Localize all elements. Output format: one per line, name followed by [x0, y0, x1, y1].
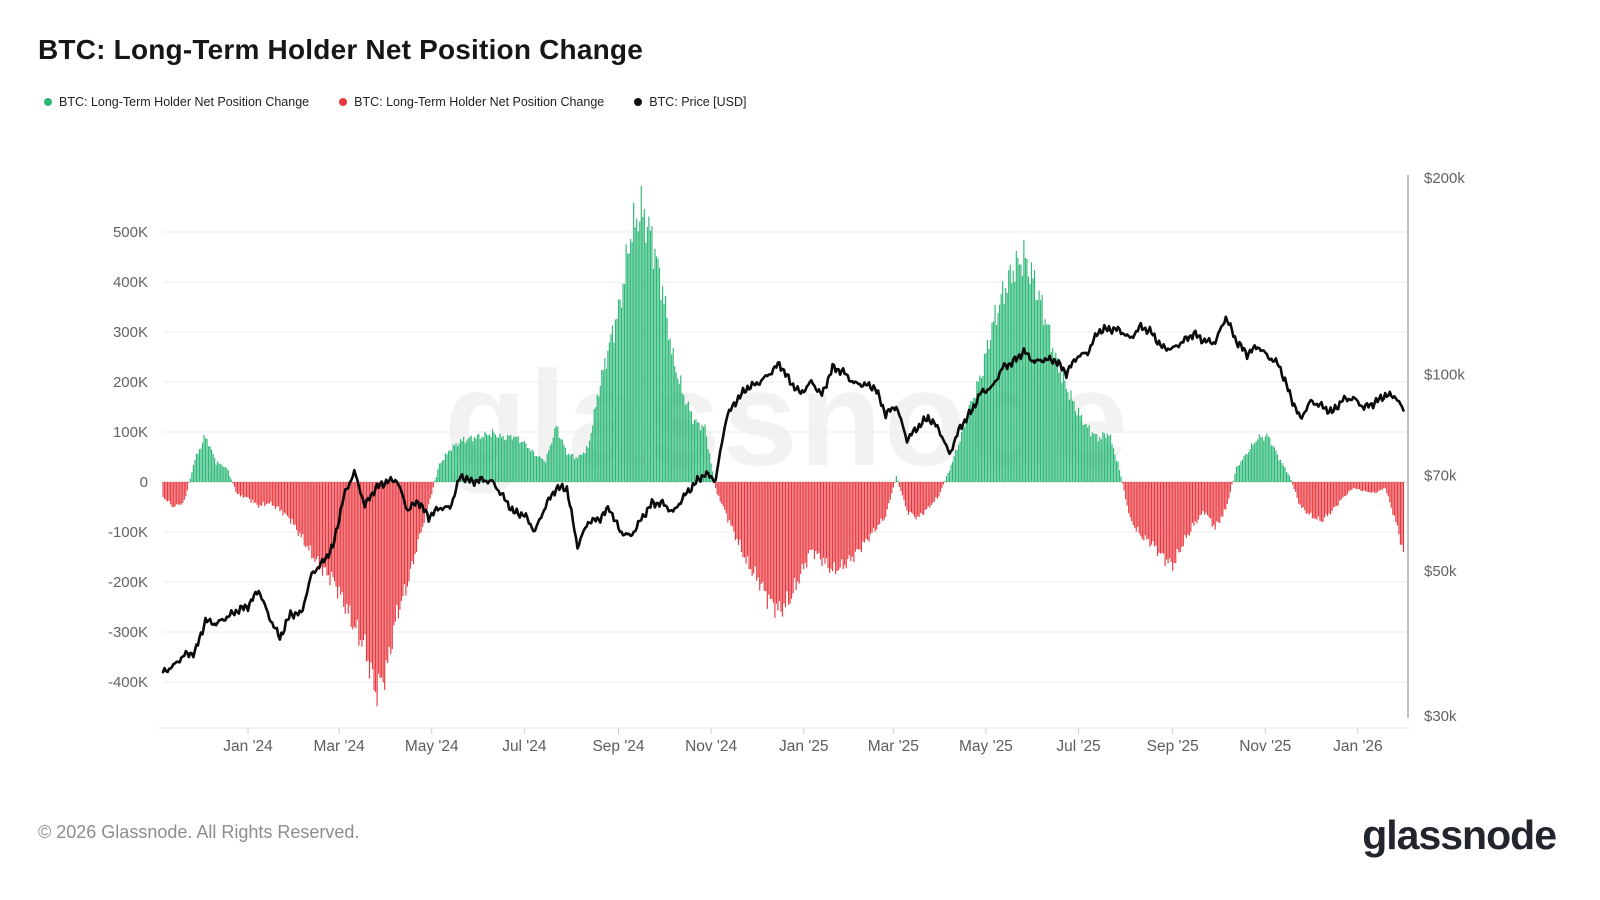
chart-canvas[interactable]: glassnode500K400K300K200K100K0-100K-200K… — [0, 130, 1600, 790]
y-axis-label-left: 100K — [113, 424, 148, 441]
legend-item-label: BTC: Price [USD] — [649, 95, 747, 109]
copyright-text: © 2026 Glassnode. All Rights Reserved. — [38, 822, 360, 842]
price-line — [161, 315, 1405, 674]
net-position-bars — [162, 186, 1405, 707]
y-axis-label-left: 0 — [140, 474, 148, 491]
y-axis-label-right: $70k — [1424, 468, 1457, 485]
x-axis-label: Nov '24 — [685, 738, 737, 755]
y-axis-label-left: 400K — [113, 274, 148, 291]
x-axis-label: May '25 — [959, 738, 1013, 755]
x-axis-label: Jul '24 — [502, 738, 547, 755]
x-axis-label: Jul '25 — [1056, 738, 1100, 755]
page-title: BTC: Long-Term Holder Net Position Chang… — [38, 34, 644, 65]
legend-item-label: BTC: Long-Term Holder Net Position Chang… — [59, 95, 310, 109]
y-axis-label-left: -300K — [108, 624, 148, 641]
right-axis-labels: $200k $100k $70k $50k $30k — [1424, 170, 1465, 725]
x-axis-label: May '24 — [405, 738, 459, 755]
y-axis-label-right: $30k — [1424, 708, 1457, 725]
y-axis-label-left: 300K — [113, 324, 148, 341]
legend-item[interactable]: BTC: Long-Term Holder Net Position Chang… — [339, 95, 604, 109]
left-axis-labels: 500K 400K 300K 200K 100K 0 -100K -200K -300K -400… — [108, 224, 148, 691]
x-axis-label: Sep '24 — [592, 738, 644, 755]
x-axis-label: Jan '25 — [779, 738, 829, 755]
y-axis-label-left: 500K — [113, 224, 148, 241]
glassnode-logo: glassnode — [1362, 812, 1557, 858]
black-dot-icon — [634, 98, 643, 106]
x-axis-label: Nov '25 — [1239, 738, 1291, 755]
x-axis-label: Jan '24 — [223, 738, 273, 755]
chart-legend: BTC: Long-Term Holder Net Position Chang… — [44, 95, 747, 109]
y-axis-label-left: -200K — [108, 574, 148, 591]
y-axis-label-right: $50k — [1424, 563, 1457, 580]
x-axis-label: Mar '24 — [314, 738, 366, 755]
y-axis-label-left: -400K — [108, 674, 148, 691]
y-axis-label-left: -100K — [108, 524, 148, 541]
legend-item[interactable]: BTC: Long-Term Holder Net Position Chang… — [44, 95, 309, 109]
legend-item-label: BTC: Long-Term Holder Net Position Chang… — [354, 95, 605, 109]
legend-item[interactable]: BTC: Price [USD] — [634, 95, 747, 109]
x-axis-label: Mar '25 — [868, 738, 919, 755]
red-dot-icon — [339, 98, 348, 106]
y-axis-label-left: 200K — [113, 374, 148, 391]
x-axis-label: Jan '26 — [1333, 738, 1383, 755]
x-axis-label: Sep '25 — [1147, 738, 1199, 755]
chart-area[interactable]: glassnode 500K 400K 300K 200K 100K 0 -100K -200K… — [0, 130, 1600, 790]
y-axis-label-right: $200k — [1424, 170, 1465, 187]
y-axis-label-right: $100k — [1424, 367, 1465, 384]
x-axis-labels: Jan '24 Mar '24 May '24 Jul '24 Sep '24 Nov '… — [223, 728, 1383, 755]
green-dot-icon — [44, 98, 52, 106]
